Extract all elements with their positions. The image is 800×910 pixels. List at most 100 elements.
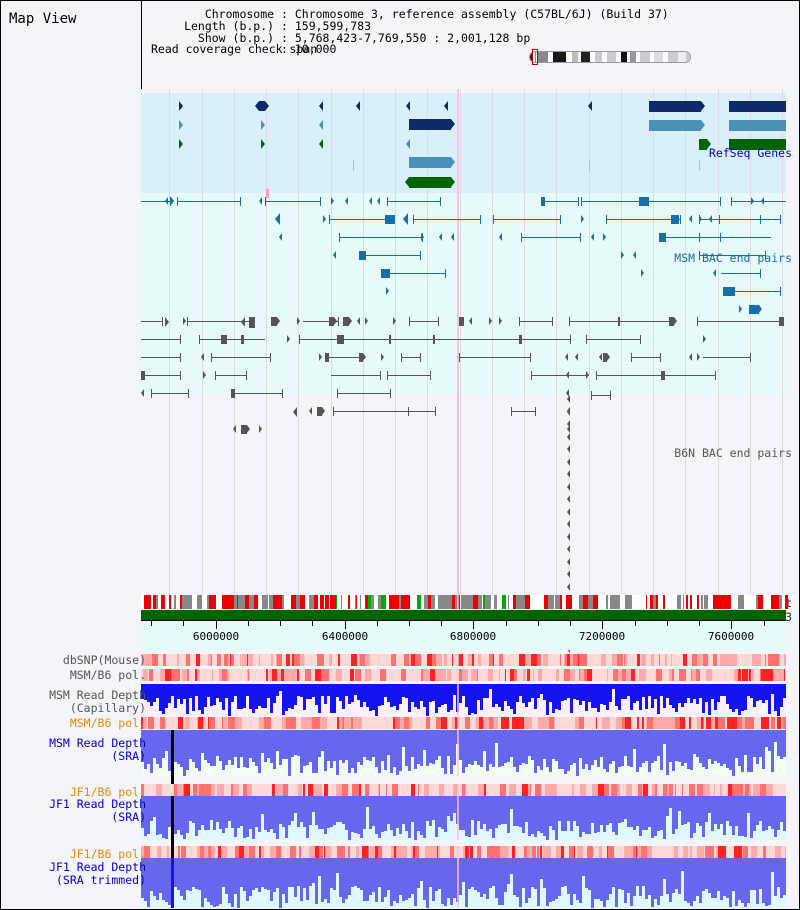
refseq-gene-block[interactable] bbox=[409, 157, 451, 168]
feature-block[interactable] bbox=[519, 335, 522, 344]
feature-arrow-right[interactable] bbox=[674, 317, 677, 325]
data-track-msm-read-depth-capillary[interactable] bbox=[141, 684, 786, 716]
bac-pair-cap-right[interactable] bbox=[240, 197, 241, 206]
bac-pair-cap-left[interactable] bbox=[343, 335, 344, 344]
bac-pair-cap-right[interactable] bbox=[530, 353, 531, 362]
bac-pair-cap-right[interactable] bbox=[170, 197, 171, 206]
b6n-chain-arrow[interactable] bbox=[567, 457, 570, 466]
bac-pair-line[interactable] bbox=[215, 375, 247, 376]
bac-pair-line[interactable] bbox=[401, 357, 421, 358]
feature-block[interactable] bbox=[317, 407, 322, 416]
feature-arrow-left[interactable] bbox=[259, 197, 262, 205]
bac-pair-cap-left[interactable] bbox=[401, 353, 402, 362]
bac-pair-cap-right[interactable] bbox=[420, 251, 421, 260]
feature-arrow-left[interactable] bbox=[591, 233, 594, 241]
bac-pair-cap-right[interactable] bbox=[750, 353, 751, 362]
bac-pair-line[interactable] bbox=[619, 321, 673, 322]
refseq-gene-arrow[interactable] bbox=[319, 139, 323, 149]
refseq-gene-block[interactable] bbox=[259, 101, 265, 111]
bac-pair-cap-left[interactable] bbox=[187, 317, 188, 326]
bac-pair-cap-left[interactable] bbox=[581, 197, 582, 206]
bac-pair-cap-right[interactable] bbox=[618, 317, 619, 326]
feature-arrow-right[interactable] bbox=[203, 371, 206, 379]
feature-arrow-left[interactable] bbox=[499, 233, 502, 241]
refseq-gene-arrow[interactable] bbox=[319, 120, 323, 130]
bac-pair-line[interactable] bbox=[409, 321, 439, 322]
feature-arrow-left[interactable] bbox=[141, 389, 144, 397]
feature-block[interactable] bbox=[749, 305, 759, 314]
refseq-gene-arrow[interactable] bbox=[405, 177, 409, 187]
refseq-gene-arrow[interactable] bbox=[356, 101, 360, 111]
feature-arrow-right[interactable] bbox=[363, 353, 366, 361]
bac-pair-cap-right[interactable] bbox=[445, 269, 446, 278]
feature-arrow-left[interactable] bbox=[279, 233, 282, 241]
feature-arrow-right[interactable] bbox=[277, 317, 280, 325]
bac-pair-line[interactable] bbox=[631, 357, 661, 358]
feature-arrow-right[interactable] bbox=[183, 317, 186, 325]
feature-arrow-left[interactable] bbox=[567, 425, 570, 433]
feature-block[interactable] bbox=[459, 317, 464, 326]
feature-block[interactable] bbox=[723, 287, 735, 296]
bac-pair-cap-left[interactable] bbox=[339, 233, 340, 242]
chromosome-3-ideogram[interactable] bbox=[529, 49, 691, 65]
feature-arrow-right[interactable] bbox=[319, 353, 322, 361]
b6n-chain-arrow[interactable] bbox=[567, 495, 570, 503]
feature-arrow-left[interactable] bbox=[575, 353, 578, 361]
b6n-chain-arrow[interactable] bbox=[567, 532, 570, 541]
bac-pair-line[interactable] bbox=[666, 237, 721, 238]
bac-pair-cap-right[interactable] bbox=[180, 371, 181, 380]
feature-block[interactable] bbox=[659, 233, 666, 242]
feature-arrow-left[interactable] bbox=[599, 353, 602, 361]
feature-arrow-right[interactable] bbox=[703, 335, 706, 343]
bac-pair-cap-right[interactable] bbox=[282, 389, 283, 398]
bac-pair-line[interactable] bbox=[591, 395, 611, 396]
feature-arrow-right[interactable] bbox=[739, 305, 742, 313]
bac-pair-line[interactable] bbox=[493, 219, 561, 220]
b6n-chain-arrow[interactable] bbox=[567, 557, 570, 566]
bac-pair-cap-left[interactable] bbox=[299, 335, 300, 344]
refseq-gene-arrow[interactable] bbox=[451, 119, 455, 129]
refseq-variant-tick[interactable] bbox=[353, 160, 354, 171]
data-track-msm-b6-pol-sra[interactable] bbox=[141, 717, 786, 729]
bac-pair-cap-right[interactable] bbox=[390, 389, 391, 398]
feature-arrow-right[interactable] bbox=[641, 269, 644, 277]
feature-block[interactable] bbox=[141, 371, 145, 380]
bac-pair-cap-left[interactable] bbox=[699, 215, 700, 224]
bac-pair-line[interactable] bbox=[211, 357, 271, 358]
feature-arrow-right[interactable] bbox=[393, 317, 396, 325]
feature-arrow-right[interactable] bbox=[581, 215, 584, 223]
refseq-gene-block[interactable] bbox=[649, 120, 701, 131]
feature-block[interactable] bbox=[385, 215, 395, 224]
data-track-jf1-read-depth-sra[interactable] bbox=[141, 796, 786, 840]
bac-pair-cap-left[interactable] bbox=[519, 317, 520, 326]
bac-pair-cap-left[interactable] bbox=[333, 407, 334, 416]
bac-pair-line[interactable] bbox=[141, 201, 171, 202]
refseq-gene-block[interactable] bbox=[649, 101, 701, 112]
bac-pair-line[interactable] bbox=[265, 201, 321, 202]
feature-arrow-right[interactable] bbox=[421, 233, 424, 241]
b6n-chain-arrow[interactable] bbox=[567, 545, 570, 553]
bac-pair-line[interactable] bbox=[699, 219, 761, 220]
bac-pair-cap-left[interactable] bbox=[569, 317, 570, 326]
feature-arrow-left[interactable] bbox=[403, 213, 408, 225]
bac-pair-cap-left[interactable] bbox=[177, 197, 178, 206]
bac-pair-line[interactable] bbox=[699, 255, 766, 256]
feature-arrow-left[interactable] bbox=[369, 197, 372, 205]
bac-pair-cap-right[interactable] bbox=[715, 371, 716, 380]
bac-pair-line[interactable] bbox=[151, 393, 189, 394]
bac-pair-line[interactable] bbox=[299, 339, 341, 340]
bac-pair-line[interactable] bbox=[235, 393, 283, 394]
feature-block[interactable] bbox=[271, 317, 277, 326]
feature-block[interactable] bbox=[359, 251, 366, 260]
feature-arrow-right[interactable] bbox=[331, 197, 334, 205]
bac-pair-line[interactable] bbox=[390, 273, 446, 274]
feature-arrow-left[interactable] bbox=[566, 389, 569, 397]
feature-arrow-right[interactable] bbox=[697, 353, 700, 361]
bac-pair-cap-right[interactable] bbox=[162, 317, 163, 326]
feature-block[interactable] bbox=[639, 197, 649, 206]
b6n-chain-arrow[interactable] bbox=[567, 582, 570, 591]
feature-arrow-right[interactable] bbox=[603, 233, 606, 241]
bac-pair-cap-left[interactable] bbox=[731, 197, 732, 206]
bac-pair-cap-left[interactable] bbox=[619, 317, 620, 326]
feature-block[interactable] bbox=[343, 317, 349, 326]
